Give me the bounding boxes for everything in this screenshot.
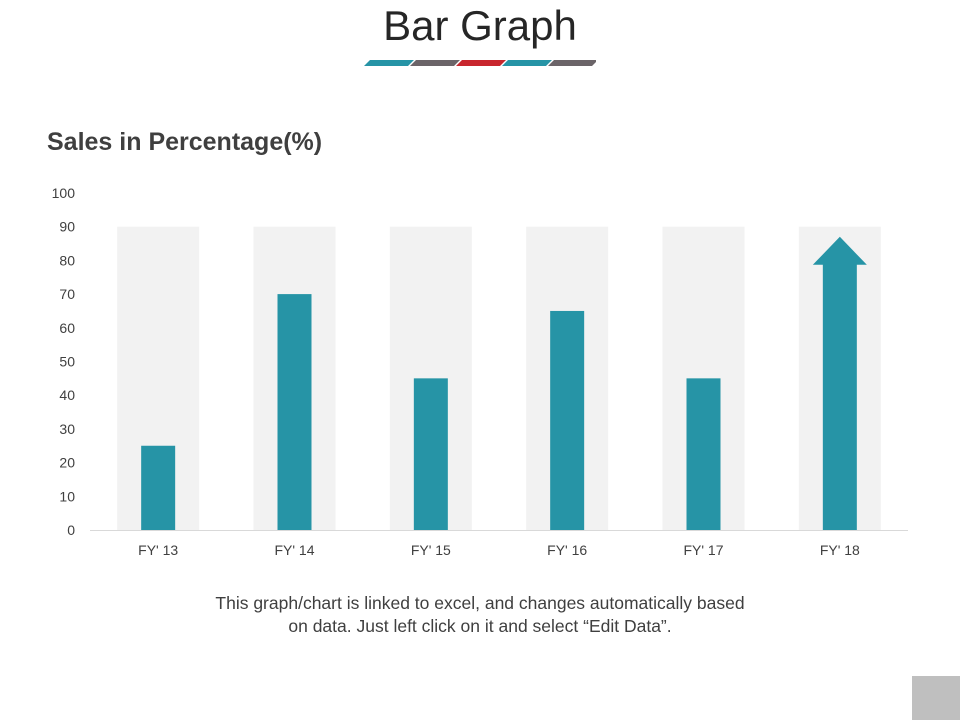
x-tick-label: FY' 13 [138,542,178,558]
chart-caption: This graph/chart is linked to excel, and… [130,592,830,638]
decor-segment [410,60,460,66]
bar-chart[interactable]: 0 10 20 30 40 50 60 70 80 90 100 FY' 13 FY' 14 FY' 1… [0,170,960,570]
y-tick-label: 10 [59,488,75,504]
x-tick-label: FY' 18 [820,542,860,558]
decor-segment [548,60,596,66]
x-tick-label: FY' 17 [683,542,723,558]
bar[interactable] [550,310,585,530]
decor-segment [502,60,552,66]
title-decoration [364,60,596,66]
bar[interactable] [413,378,448,530]
y-tick-label: 30 [59,421,75,437]
x-tick-label: FY' 14 [274,542,314,558]
y-tick-label: 90 [59,219,75,235]
x-tick-label: FY' 16 [547,542,587,558]
bar[interactable] [141,445,176,530]
y-tick-label: 100 [52,185,76,201]
decor-segment [456,60,506,66]
y-tick-label: 70 [59,286,75,302]
y-tick-label: 40 [59,387,75,403]
corner-box [912,676,960,720]
y-tick-label: 80 [59,252,75,268]
y-tick-label: 0 [67,522,75,538]
y-tick-label: 60 [59,320,75,336]
y-tick-label: 50 [59,354,75,370]
decor-segment [364,60,414,66]
caption-line-1: This graph/chart is linked to excel, and… [215,593,745,613]
bar-arrow[interactable] [812,236,867,530]
bar[interactable] [277,294,312,530]
bar[interactable] [686,378,721,530]
caption-line-2: on data. Just left click on it and selec… [288,616,672,636]
slide-title: Bar Graph [383,2,577,49]
chart-title: Sales in Percentage(%) [47,128,323,156]
y-tick-label: 20 [59,455,75,471]
x-tick-label: FY' 15 [411,542,451,558]
